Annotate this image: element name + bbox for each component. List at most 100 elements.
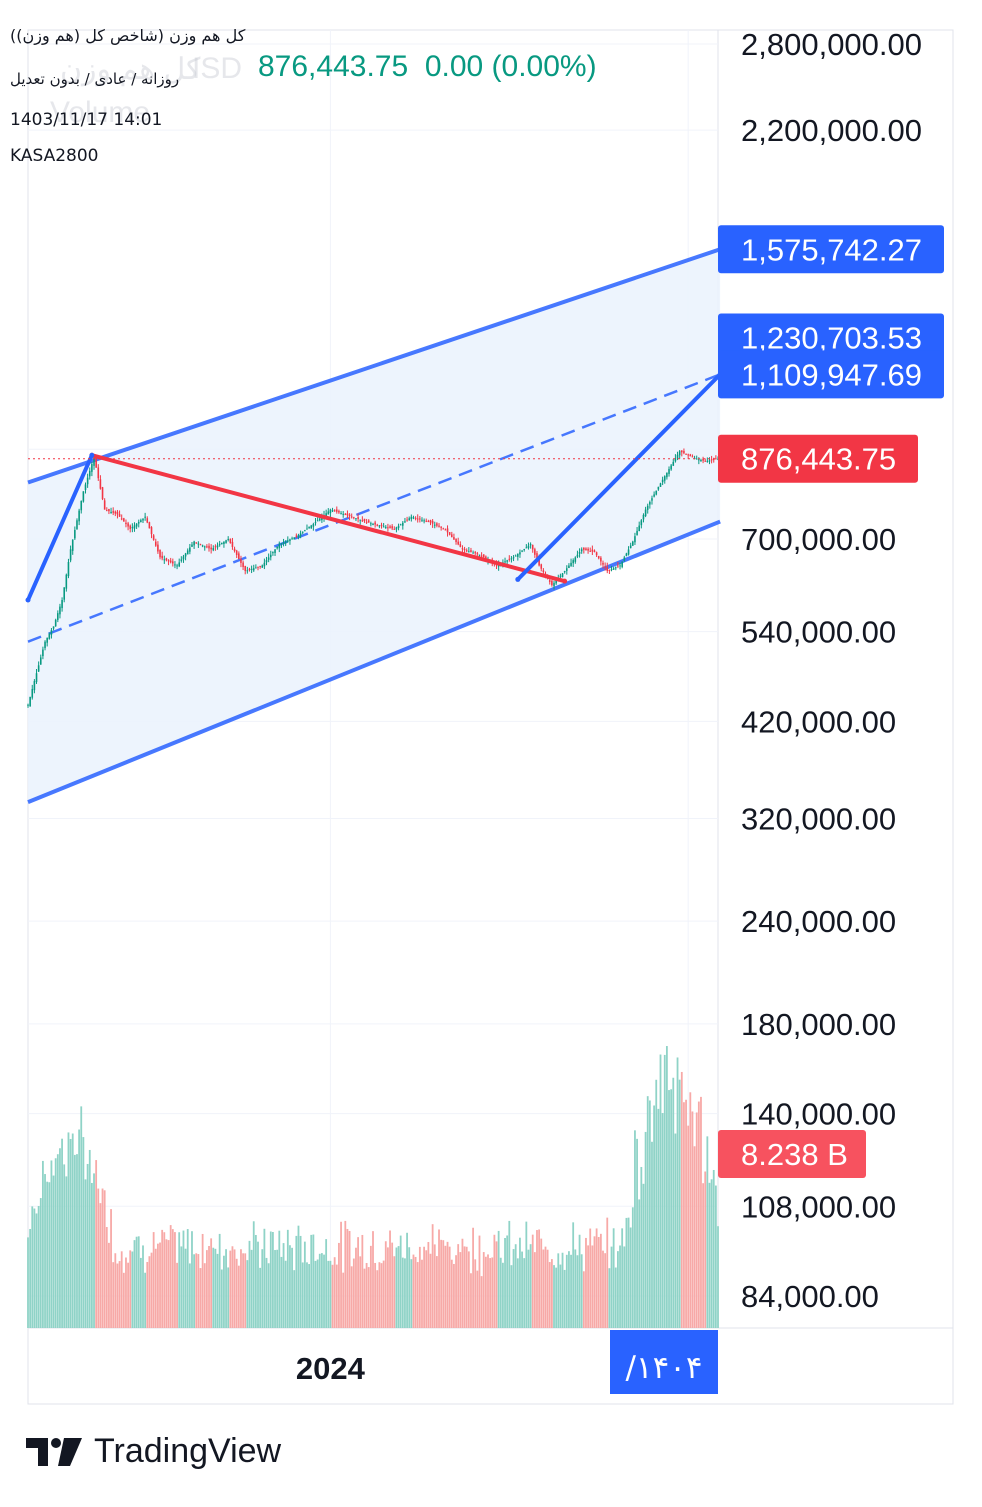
candle-body	[182, 556, 185, 560]
volume-bar	[90, 1182, 93, 1328]
candle-body	[274, 549, 276, 553]
volume-bar	[570, 1254, 572, 1328]
candle-body	[269, 554, 272, 558]
trendline-0[interactable]	[89, 453, 567, 584]
candle-body	[189, 547, 191, 552]
volume-bar	[453, 1263, 455, 1328]
trendline-1[interactable]	[26, 453, 94, 603]
candle-body	[555, 580, 557, 584]
volume-bar	[254, 1234, 257, 1328]
volume-bar	[597, 1237, 600, 1328]
volume-bar	[619, 1245, 621, 1328]
volume-bar	[161, 1229, 164, 1328]
candle-body	[442, 528, 445, 530]
volume-bar	[683, 1102, 685, 1328]
candle-body	[201, 545, 204, 547]
candle-body	[284, 541, 287, 544]
volume-bar	[455, 1255, 457, 1328]
volume-bar	[54, 1158, 57, 1328]
candle-body	[105, 510, 108, 512]
candle-body	[561, 573, 564, 578]
volume-bar	[214, 1248, 217, 1328]
candle-body	[604, 566, 606, 568]
price-tag-label-2: 1,109,947.69	[741, 357, 922, 392]
candle-body	[120, 518, 123, 520]
candle-body	[414, 517, 417, 519]
candle-body	[408, 518, 411, 521]
volume-bar	[617, 1251, 619, 1328]
volume-bar	[717, 1226, 719, 1328]
candle-body	[621, 561, 623, 567]
volume-bar	[412, 1254, 415, 1328]
volume-bar	[680, 1071, 683, 1328]
volume-bar	[602, 1250, 604, 1328]
volume-bar	[657, 1108, 660, 1328]
candle-body	[114, 511, 117, 514]
candle-body	[140, 520, 142, 523]
candle-body	[457, 541, 459, 545]
volume-bar	[561, 1252, 564, 1328]
volume-bar	[653, 1105, 656, 1328]
candle-body	[333, 510, 336, 512]
candle-body	[61, 600, 63, 609]
candle-body	[610, 569, 613, 571]
volume-bar	[229, 1250, 232, 1328]
volume-bar	[335, 1264, 338, 1328]
volume-bar	[557, 1253, 560, 1328]
candle-body	[314, 522, 317, 524]
volume-bar	[359, 1256, 362, 1328]
candle-body	[602, 562, 604, 565]
candle-body	[374, 522, 376, 525]
volume-bar	[176, 1262, 178, 1328]
volume-bar	[350, 1266, 353, 1328]
volume-bar	[73, 1154, 76, 1328]
candle-body	[67, 561, 70, 577]
volume-bar	[523, 1258, 526, 1328]
time-axis-cursor-tag[interactable]	[610, 1330, 718, 1394]
volume-bar	[621, 1228, 624, 1328]
volume-bar	[201, 1233, 204, 1328]
candle-body	[163, 559, 166, 561]
price-tag-label-3: 876,443.75	[741, 442, 896, 477]
price-tag-1[interactable]	[718, 313, 944, 362]
volume-bar	[550, 1259, 553, 1328]
volume-bar	[46, 1181, 49, 1328]
candle-body	[74, 529, 76, 539]
candle-body	[304, 530, 306, 532]
channel-upper-line[interactable]	[27, 247, 721, 485]
price-tag-0[interactable]	[718, 225, 944, 274]
volume-bar	[110, 1209, 112, 1328]
candle-body	[715, 458, 717, 460]
candle-body	[606, 566, 609, 571]
price-tag-2[interactable]	[718, 350, 944, 399]
price-tag-3[interactable]	[718, 434, 918, 483]
trendline-2[interactable]	[515, 372, 723, 582]
volume-tag[interactable]	[718, 1129, 866, 1178]
candle-body	[199, 544, 202, 546]
volume-bar	[533, 1252, 536, 1328]
candle-body	[193, 541, 195, 546]
channel-mid-line[interactable]	[27, 373, 721, 643]
price-tag-label-0: 1,575,742.27	[741, 232, 922, 267]
candle-body	[180, 559, 183, 561]
volume-bar	[418, 1246, 421, 1328]
candle-body	[110, 511, 112, 513]
candle-body	[161, 555, 163, 559]
tradingview-brand[interactable]: TradingView	[26, 1432, 281, 1471]
volume-bar	[306, 1262, 308, 1328]
volume-bar	[227, 1267, 230, 1328]
volume-bar	[548, 1262, 551, 1328]
volume-bar	[220, 1269, 223, 1328]
volume-bar	[704, 1171, 707, 1328]
price-tick-label-4: 540,000.00	[741, 615, 896, 650]
candle-body	[542, 570, 545, 573]
volume-bar	[629, 1227, 632, 1328]
candle-body	[203, 546, 206, 548]
volume-bar	[604, 1253, 607, 1328]
volume-bar	[655, 1079, 658, 1328]
candle-body	[416, 518, 419, 520]
volume-bar	[146, 1261, 149, 1328]
volume-bar	[410, 1259, 413, 1328]
volume-bar	[216, 1253, 219, 1328]
